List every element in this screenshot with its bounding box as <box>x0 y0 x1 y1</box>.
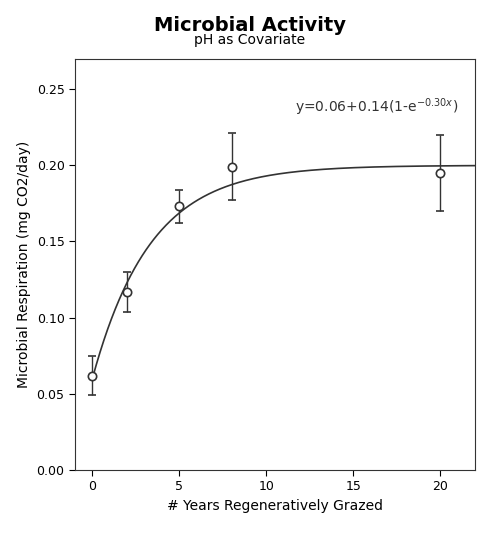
Text: pH as Covariate: pH as Covariate <box>194 33 306 47</box>
Text: Microbial Activity: Microbial Activity <box>154 16 346 35</box>
X-axis label: # Years Regeneratively Grazed: # Years Regeneratively Grazed <box>167 499 383 513</box>
Text: y=0.06+0.14(1-e$^{-0.30x}$): y=0.06+0.14(1-e$^{-0.30x}$) <box>295 97 458 118</box>
Y-axis label: Microbial Respiration (mg CO2/day): Microbial Respiration (mg CO2/day) <box>17 140 31 388</box>
